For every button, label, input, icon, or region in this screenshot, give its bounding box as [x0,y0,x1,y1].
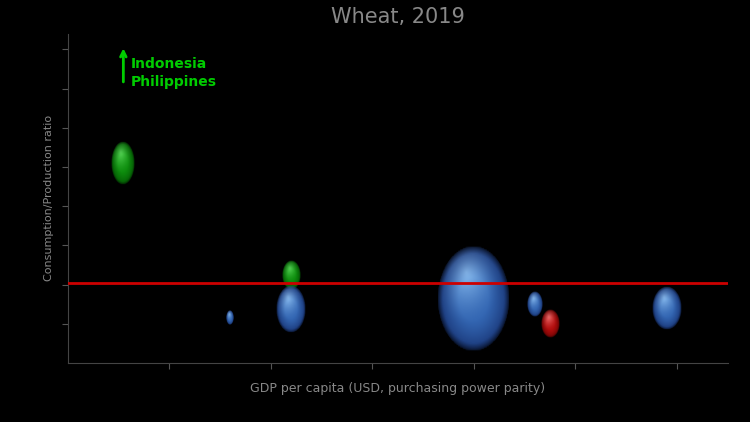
Title: Wheat, 2019: Wheat, 2019 [331,7,464,27]
X-axis label: GDP per capita (USD, purchasing power parity): GDP per capita (USD, purchasing power pa… [250,382,545,395]
Y-axis label: Consumption/Production ratio: Consumption/Production ratio [44,115,53,281]
Text: Indonesia
Philippines: Indonesia Philippines [130,57,217,89]
